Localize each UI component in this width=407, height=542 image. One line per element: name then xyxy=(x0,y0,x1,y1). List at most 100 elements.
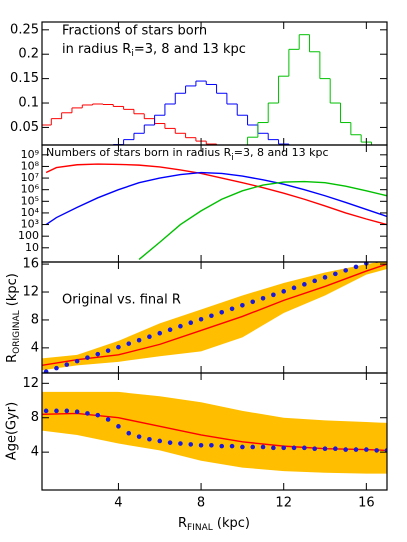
dot xyxy=(198,442,204,448)
dot xyxy=(229,306,235,312)
dot xyxy=(74,358,80,364)
dot xyxy=(322,446,328,452)
label-part: R xyxy=(5,354,20,363)
dot xyxy=(312,278,317,284)
panel-title: Fractions of stars born xyxy=(62,24,207,39)
x-tick-label: 16 xyxy=(358,496,375,511)
label-part: (kpc) xyxy=(213,516,250,531)
dot xyxy=(302,445,307,451)
y-tick-label: 4 xyxy=(31,445,39,460)
title-sub: i xyxy=(131,49,134,59)
title-sub: i xyxy=(231,153,234,163)
dot xyxy=(64,362,70,367)
dot xyxy=(188,442,194,447)
dot xyxy=(178,323,183,329)
dot xyxy=(116,424,121,429)
y-tick-label: 10 xyxy=(25,241,39,254)
dot xyxy=(291,445,297,451)
x-tick-label: 12 xyxy=(275,496,292,511)
band xyxy=(42,391,387,474)
y-tick-label: 100 xyxy=(18,229,39,242)
dot xyxy=(250,299,256,305)
line xyxy=(138,180,387,260)
dot xyxy=(157,330,163,336)
dot xyxy=(43,369,49,373)
dot xyxy=(219,309,225,315)
y-axis-label: Age(Gyr) xyxy=(5,402,20,460)
dot xyxy=(322,275,328,280)
dot xyxy=(343,447,348,452)
y-tick-label: 10⁶ xyxy=(21,183,40,196)
y-axis-label: RORIGINAL (kpc) xyxy=(5,273,22,363)
y-tick-label: 0.2 xyxy=(18,47,39,62)
dot xyxy=(167,327,173,333)
panel-title: in radius Ri=3, 8 and 13 kpc xyxy=(62,42,246,59)
dot xyxy=(271,292,276,298)
y-tick-label: 10⁸ xyxy=(21,159,40,172)
frame xyxy=(41,372,388,491)
dot xyxy=(209,313,214,319)
label-part: R xyxy=(178,516,187,531)
dot xyxy=(291,285,297,291)
dot xyxy=(240,444,245,450)
label-sub: FINAL xyxy=(187,523,213,533)
plot-area xyxy=(42,262,387,373)
title-part: Numbers of stars born in radius R xyxy=(46,146,232,159)
dot xyxy=(147,334,152,339)
dot xyxy=(95,412,101,418)
dot xyxy=(105,417,111,422)
dot xyxy=(85,411,90,416)
dot xyxy=(209,442,214,448)
line xyxy=(45,171,387,226)
dot xyxy=(64,408,70,414)
dot xyxy=(136,434,142,439)
dot xyxy=(105,348,111,353)
y-tick-label: 10⁴ xyxy=(21,206,40,219)
dot xyxy=(302,282,307,287)
dot xyxy=(54,408,59,414)
dot xyxy=(281,445,287,451)
panel-title: Numbers of stars born in radius Ri=3, 8 … xyxy=(46,146,329,163)
y-tick-label: 10⁷ xyxy=(21,171,39,184)
dot xyxy=(116,344,121,350)
band xyxy=(42,262,387,371)
dot xyxy=(281,289,287,294)
annotation: Original vs. final R xyxy=(62,293,181,308)
dot xyxy=(147,436,152,442)
dot xyxy=(178,441,183,446)
dot xyxy=(95,351,101,357)
dot xyxy=(353,447,359,452)
label-sub: ORIGINAL xyxy=(12,310,22,354)
dot xyxy=(312,446,317,452)
line xyxy=(45,163,387,226)
y-tick-label: 12 xyxy=(22,285,39,300)
dot xyxy=(229,443,235,449)
line xyxy=(42,263,387,367)
dot xyxy=(188,320,194,326)
frame xyxy=(41,21,388,146)
dot xyxy=(157,438,163,444)
label-part: (kpc) xyxy=(5,273,20,310)
dot xyxy=(240,302,245,308)
y-tick-label: 16 xyxy=(22,257,39,272)
dot xyxy=(271,445,276,451)
dot xyxy=(126,430,132,436)
y-tick-label: 10³ xyxy=(21,218,39,231)
dot xyxy=(333,271,338,277)
y-tick-label: 0.1 xyxy=(18,96,39,111)
y-tick-label: 4 xyxy=(31,340,39,355)
dot xyxy=(260,444,266,450)
dot xyxy=(136,337,142,343)
dot xyxy=(219,443,225,449)
dot xyxy=(343,268,348,273)
x-tick-label: 4 xyxy=(114,496,122,511)
dot xyxy=(54,365,59,371)
dot xyxy=(374,448,379,453)
y-tick-label: 0.05 xyxy=(10,120,39,135)
y-tick-label: 12 xyxy=(22,376,39,391)
plot-area xyxy=(42,34,373,145)
dot xyxy=(74,409,80,415)
title-part: in radius R xyxy=(62,42,131,57)
dot xyxy=(250,444,256,450)
dot xyxy=(198,316,204,322)
